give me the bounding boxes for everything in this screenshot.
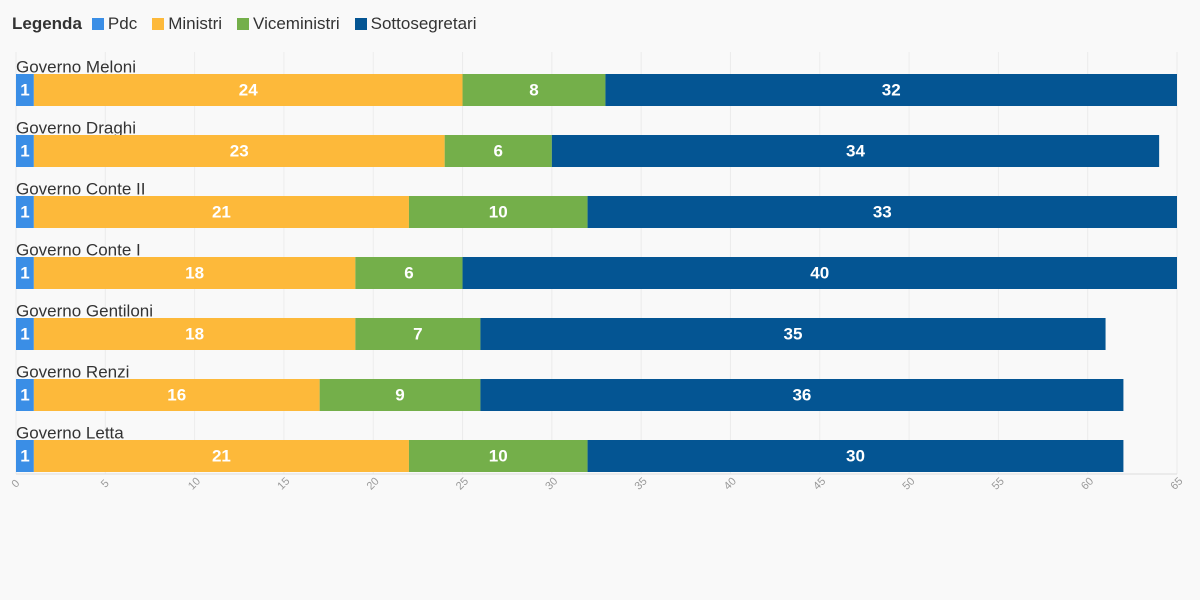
x-tick-label: 5	[99, 478, 112, 491]
bar-segment	[33, 440, 409, 472]
bar-segment	[587, 440, 1124, 472]
data-label: 21	[212, 446, 231, 465]
data-label: 40	[810, 263, 829, 282]
bar-segment	[355, 257, 463, 289]
data-label: 32	[882, 80, 901, 99]
category-label: Governo Gentiloni	[16, 301, 153, 320]
legend-swatch	[237, 18, 250, 30]
bar-segment	[355, 318, 481, 350]
x-tick-label: 20	[365, 475, 382, 492]
bar-segment	[480, 318, 1106, 350]
bar-segment	[33, 74, 463, 106]
data-label: 35	[784, 324, 803, 343]
data-label: 1	[20, 202, 29, 221]
legend-label: Viceministri	[253, 14, 340, 33]
data-label: 8	[529, 80, 538, 99]
data-label: 1	[20, 141, 29, 160]
x-tick-label: 30	[543, 475, 560, 492]
data-label: 6	[404, 263, 413, 282]
x-tick-label: 40	[722, 475, 739, 492]
data-label: 24	[239, 80, 258, 99]
bar-segment	[33, 318, 356, 350]
bar-segment	[16, 318, 34, 350]
bar-segment	[16, 379, 34, 411]
data-label: 30	[846, 446, 865, 465]
data-label: 10	[489, 446, 508, 465]
data-label: 16	[167, 385, 186, 404]
category-label: Governo Letta	[16, 423, 124, 442]
legend-label: Sottosegretari	[370, 14, 477, 33]
category-label: Governo Conte I	[16, 240, 141, 259]
x-tick-label: 15	[275, 475, 292, 492]
legend-label: Pdc	[107, 14, 138, 33]
bar-segment	[16, 135, 34, 167]
legend-title: Legenda	[12, 14, 82, 33]
data-label: 9	[395, 385, 404, 404]
legend-entry-sottosegretari: Sottosegretari	[354, 14, 477, 34]
bar-segment	[444, 135, 552, 167]
bar-segment	[33, 196, 409, 228]
legend-label: Ministri	[168, 14, 223, 33]
bar-segment	[16, 74, 34, 106]
category-label: Governo Renzi	[16, 362, 129, 381]
bar-segment	[551, 135, 1160, 167]
data-label: 33	[873, 202, 892, 221]
data-label: 1	[20, 263, 29, 282]
bar-segment	[408, 440, 588, 472]
x-tick-label: 50	[900, 475, 917, 492]
category-label: Governo Draghi	[16, 118, 136, 137]
chart-legend: Legenda Pdc Ministri Viceministri Sottos…	[12, 12, 491, 36]
bar-segment	[605, 74, 1177, 106]
category-label: Governo Conte II	[16, 179, 145, 198]
x-tick-label: 55	[990, 475, 1007, 492]
data-label: 1	[20, 80, 29, 99]
bar-segment	[16, 440, 34, 472]
legend-swatch	[354, 18, 367, 30]
category-label: Governo Meloni	[16, 57, 136, 76]
bar-segment	[587, 196, 1177, 228]
data-label: 34	[846, 141, 865, 160]
bar-segment	[462, 74, 606, 106]
bar-segment	[16, 257, 34, 289]
legend-entry-ministri: Ministri	[152, 14, 222, 34]
x-tick-label: 10	[186, 475, 203, 492]
data-label: 18	[185, 324, 204, 343]
bar-segment	[462, 257, 1177, 289]
bar-segment	[33, 379, 320, 411]
x-tick-label: 35	[633, 475, 650, 492]
x-tick-label: 0	[10, 478, 23, 491]
data-label: 21	[212, 202, 231, 221]
bar-segment	[33, 257, 356, 289]
data-label: 1	[20, 446, 29, 465]
x-tick-label: 65	[1168, 475, 1185, 492]
legend-swatch	[152, 18, 165, 30]
data-label: 23	[230, 141, 249, 160]
data-label: 1	[20, 385, 29, 404]
data-label: 36	[792, 385, 811, 404]
data-label: 7	[413, 324, 422, 343]
legend-swatch	[91, 18, 104, 30]
legend-entry-pdc: Pdc	[91, 14, 138, 34]
bar-segment	[408, 196, 588, 228]
bar-segment	[480, 379, 1124, 411]
bar-segment	[16, 196, 34, 228]
data-label: 18	[185, 263, 204, 282]
data-label: 10	[489, 202, 508, 221]
legend-entry-viceministri: Viceministri	[237, 14, 340, 34]
x-tick-label: 45	[811, 475, 828, 492]
data-label: 1	[20, 324, 29, 343]
bar-segment	[319, 379, 481, 411]
x-tick-label: 25	[454, 475, 471, 492]
x-tick-label: 60	[1079, 475, 1096, 492]
data-label: 6	[494, 141, 503, 160]
bar-segment	[33, 135, 445, 167]
